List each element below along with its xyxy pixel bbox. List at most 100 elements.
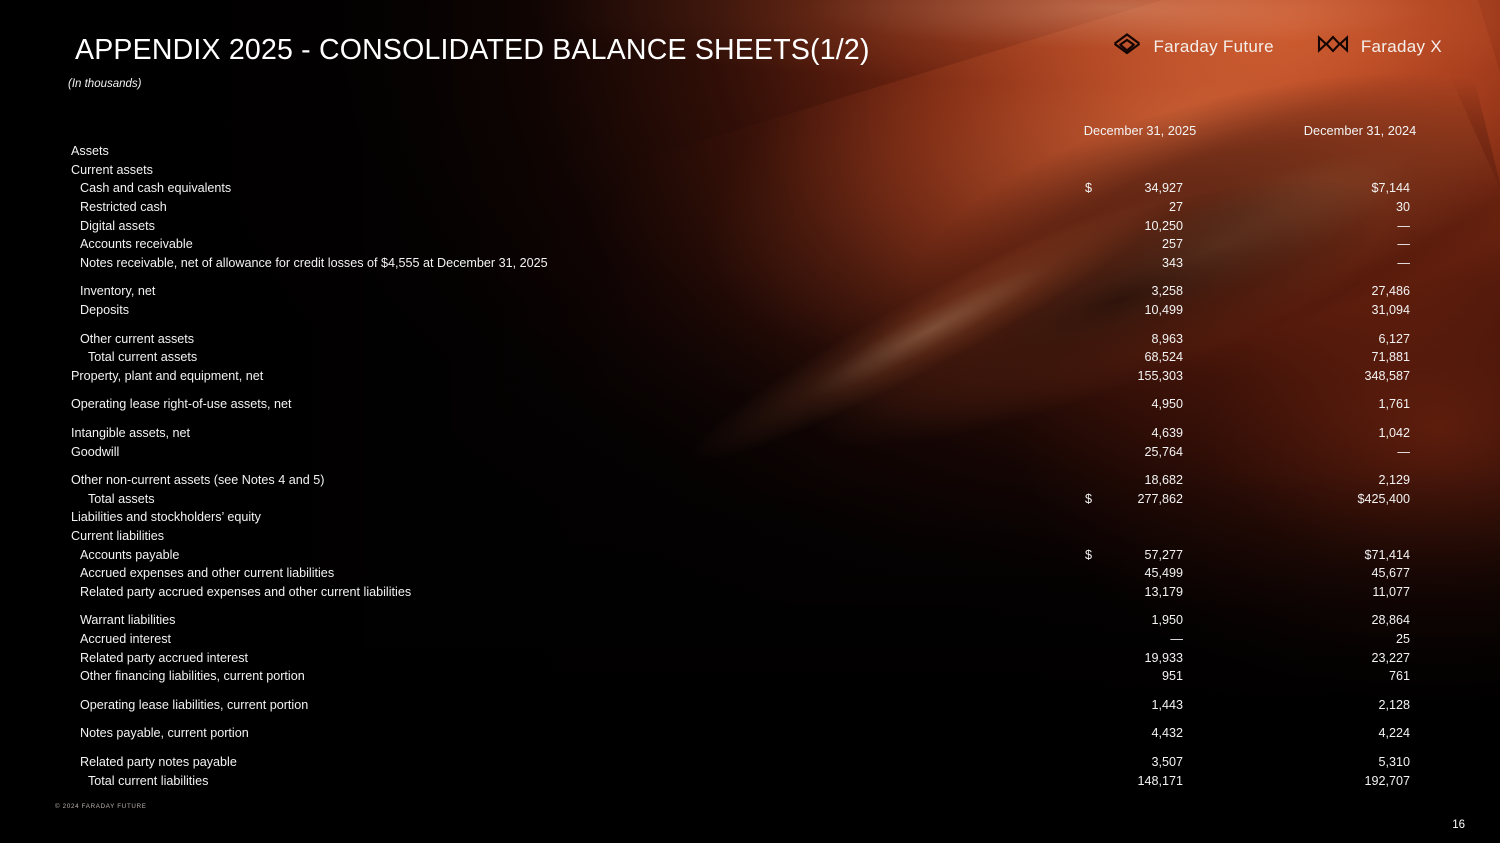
row-value-2024: 348,587: [1364, 368, 1410, 383]
table-row: Accounts receivable 257 —: [0, 235, 1500, 254]
row-label: Related party accrued interest: [80, 650, 249, 665]
column-header-2024: December 31, 2024: [1303, 122, 1417, 138]
row-value-2024: 5,310: [1378, 754, 1410, 769]
row-value-2025: 19,933: [1144, 650, 1183, 665]
double-diamond-icon: [1316, 33, 1350, 60]
logo-group: Faraday Future Faraday X: [1112, 32, 1442, 61]
table-row: Assets: [0, 142, 1500, 161]
row-label: Assets: [71, 144, 109, 159]
table-row: Accrued interest — 25: [0, 630, 1500, 649]
row-label: Goodwill: [71, 444, 120, 459]
table-spacer-row: [0, 601, 1500, 611]
row-value-2024: —: [1397, 444, 1410, 459]
row-value-2025: 951: [1161, 669, 1183, 684]
row-value-2025: 10,250: [1144, 218, 1183, 233]
table-spacer-row: [0, 461, 1500, 471]
row-label: Total assets: [88, 491, 155, 506]
row-value-2025: 34,927: [1144, 181, 1183, 196]
row-value-2024: 30: [1395, 200, 1410, 215]
row-value-2024: —: [1397, 218, 1410, 233]
table-row: Cash and cash equivalents $34,927 $7,144: [0, 179, 1500, 198]
row-value-2025: 8,963: [1151, 331, 1183, 346]
table-row: Notes payable, current portion 4,432 4,224: [0, 724, 1500, 743]
table-spacer-row: [0, 272, 1500, 282]
row-value-2025: 45,499: [1144, 566, 1183, 581]
row-value-2025: 4,639: [1151, 426, 1183, 441]
row-label: Notes payable, current portion: [80, 726, 249, 741]
row-value-2024: $7,144: [1371, 181, 1410, 196]
row-currency-symbol: $: [1085, 181, 1093, 196]
table-row: Related party accrued expenses and other…: [0, 582, 1500, 601]
table-row: Goodwill 25,764 —: [0, 442, 1500, 461]
row-value-2025: 4,950: [1151, 397, 1183, 412]
row-label: Warrant liabilities: [80, 613, 176, 628]
row-label: Intangible assets, net: [71, 426, 191, 441]
row-value-2025: 4,432: [1151, 726, 1183, 741]
table-row: Other current assets 8,963 6,127: [0, 329, 1500, 348]
row-value-2024: 192,707: [1364, 773, 1410, 788]
faraday-future-logo: Faraday Future: [1112, 32, 1274, 61]
table-row: Total current liabilities 148,171 192,707: [0, 771, 1500, 790]
row-label: Other financing liabilities, current por…: [80, 669, 305, 684]
table-row: Deposits 10,499 31,094: [0, 301, 1500, 320]
page-title: APPENDIX 2025 - CONSOLIDATED BALANCE SHE…: [75, 34, 870, 66]
row-value-2024: 4,224: [1378, 726, 1410, 741]
row-value-2024: 2,128: [1378, 697, 1410, 712]
balance-sheet-table: December 31, 2025 December 31, 2024 Asse…: [0, 118, 1500, 790]
table-row: Liabilities and stockholders’ equity: [0, 508, 1500, 527]
page-subtitle: (In thousands): [68, 78, 142, 90]
row-value-2025: 10,499: [1144, 303, 1183, 318]
table-row: Warrant liabilities 1,950 28,864: [0, 611, 1500, 630]
table-row: Total current assets 68,524 71,881: [0, 348, 1500, 367]
row-currency-symbol: $: [1085, 491, 1093, 506]
row-value-2025: 27: [1168, 200, 1183, 215]
table-row: Operating lease liabilities, current por…: [0, 695, 1500, 714]
table-spacer-row: [0, 385, 1500, 395]
row-label: Related party accrued expenses and other…: [80, 584, 412, 599]
table-spacer-row: [0, 414, 1500, 424]
row-value-2025: 18,682: [1144, 473, 1183, 488]
row-value-2025: 25,764: [1144, 444, 1183, 459]
row-value-2024: 1,042: [1378, 426, 1410, 441]
row-value-2024: 11,077: [1372, 584, 1410, 599]
row-label: Other non-current assets (see Notes 4 an…: [71, 473, 325, 488]
page-number: 16: [1452, 819, 1465, 831]
row-value-2024: $71,414: [1364, 547, 1410, 562]
table-row: Intangible assets, net 4,639 1,042: [0, 424, 1500, 443]
table-row: Inventory, net 3,258 27,486: [0, 282, 1500, 301]
table-row: Current liabilities: [0, 527, 1500, 546]
table-row: Accrued expenses and other current liabi…: [0, 564, 1500, 583]
row-label: Accounts receivable: [80, 237, 193, 252]
table-row: Accounts payable $57,277 $71,414: [0, 545, 1500, 564]
row-currency-symbol: $: [1085, 547, 1093, 562]
table-row: Notes receivable, net of allowance for c…: [0, 254, 1500, 273]
table-header-row: December 31, 2025 December 31, 2024: [0, 118, 1500, 142]
row-value-2025: 13,179: [1144, 584, 1183, 599]
table-row: Related party accrued interest 19,933 23,2…: [0, 648, 1500, 667]
table-row: Digital assets 10,250 —: [0, 216, 1500, 235]
row-value-2025: 155,303: [1137, 368, 1183, 383]
row-value-2024: 2,129: [1378, 473, 1410, 488]
row-label: Total current assets: [88, 350, 198, 365]
row-value-2025: 3,507: [1151, 754, 1183, 769]
table-spacer-row: [0, 743, 1500, 753]
row-label: Related party notes payable: [80, 754, 237, 769]
row-value-2025: 3,258: [1151, 284, 1183, 299]
row-label: Other current assets: [80, 331, 195, 346]
table-spacer-row: [0, 714, 1500, 724]
table-row: Other non-current assets (see Notes 4 an…: [0, 471, 1500, 490]
row-label: Deposits: [80, 303, 129, 318]
row-value-2025: 68,524: [1144, 350, 1183, 365]
table-row: Other financing liabilities, current por…: [0, 667, 1500, 686]
row-label: Cash and cash equivalents: [80, 181, 232, 196]
row-label: Total current liabilities: [88, 773, 209, 788]
table-row: Related party notes payable 3,507 5,310: [0, 753, 1500, 772]
row-label: Liabilities and stockholders’ equity: [71, 510, 261, 525]
row-value-2024: 71,881: [1371, 350, 1410, 365]
row-label: Accounts payable: [80, 547, 180, 562]
row-label: Operating lease liabilities, current por…: [80, 697, 309, 712]
row-value-2024: 31,094: [1371, 303, 1410, 318]
row-value-2024: 27,486: [1371, 284, 1410, 299]
row-value-2024: 28,864: [1371, 613, 1410, 628]
